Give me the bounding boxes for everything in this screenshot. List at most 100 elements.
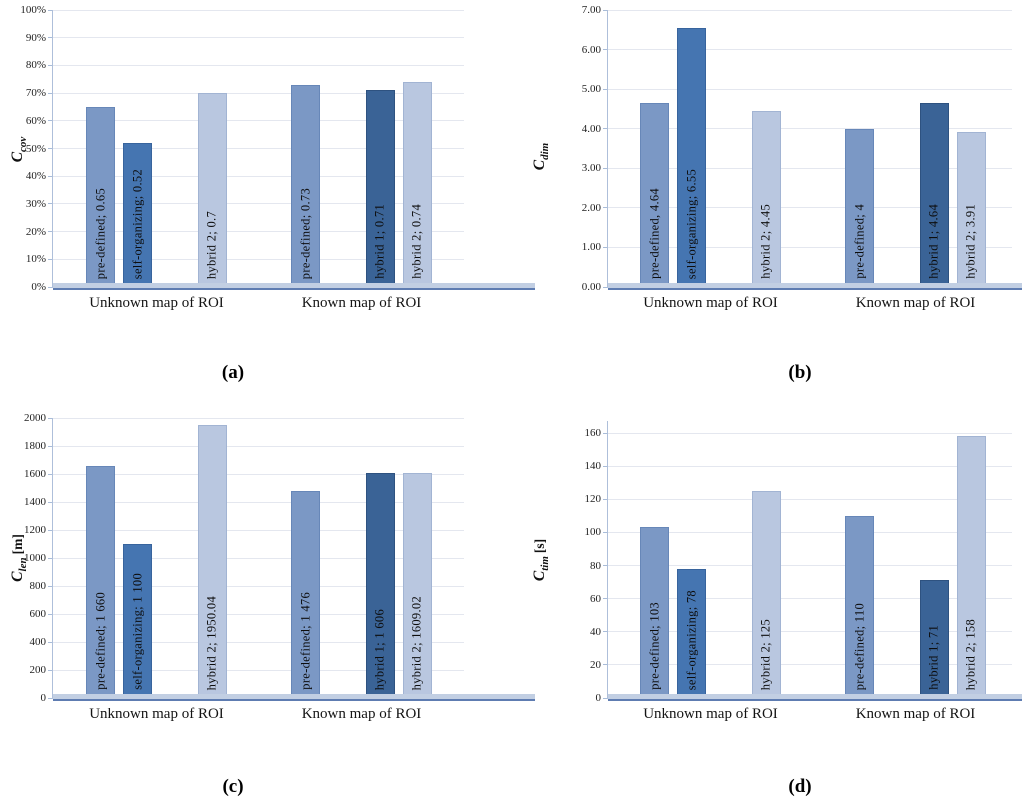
y-tick-mark [48, 258, 53, 260]
bar-value-label: hybrid 2; 3.91 [963, 204, 978, 279]
y-tick-mark [603, 498, 608, 500]
bar-value-label: hybrid 2; 0.7 [204, 210, 219, 279]
bar-value-label: pre-defined; 110 [852, 602, 866, 690]
y-tick-mark [603, 167, 608, 169]
gridline [608, 531, 1012, 533]
y-tick-label: 5.00 [581, 83, 601, 96]
bar-value-label: self-organizing; 1 100 [130, 573, 145, 690]
y-tick-mark [48, 445, 53, 447]
bar-pre-defined: pre-defined; 1 476 [291, 491, 320, 698]
y-tick-label: 2000 [24, 412, 46, 424]
y-tick-mark [603, 88, 608, 90]
y-tick-mark [48, 37, 53, 39]
gridline [608, 207, 1012, 209]
gridline [53, 64, 464, 66]
gridline [608, 246, 1012, 248]
bar-pre-defined: pre-defined; 103 [640, 527, 669, 698]
y-tick-label: 80 [590, 559, 601, 572]
chart-panel-b: Cdim 0.00 1.00 2.00 3.00 4.00 5.00 6.00 7.00 pre… [512, 0, 1024, 400]
y-axis-title-sub: dim [539, 142, 552, 160]
bar-value-label: pre-defined; 4 [852, 204, 866, 279]
x-category-label: Known map of ROI [301, 295, 422, 311]
y-tick-mark [603, 207, 608, 209]
bar-hybrid-2: hybrid 2; 125 [751, 490, 781, 698]
y-tick-label: 40 [590, 625, 601, 638]
y-tick-mark [48, 669, 53, 671]
y-tick-mark [48, 501, 53, 503]
y-tick-label: 100 [584, 526, 602, 539]
y-axis-line [52, 418, 53, 699]
gridline [608, 664, 1012, 666]
chart-panel-a: Ccov 0% 10% 20% 30% 40% 50% 60% 70% 80% 90% 100% pr… [0, 0, 535, 400]
bar-hybrid-2: hybrid 2; 4.45 [751, 110, 781, 287]
gridline [608, 167, 1012, 169]
plot-area: 0 200 400 600 800 1000 1200 1400 1600 1800 2000 pre… [24, 412, 535, 722]
y-tick-mark [603, 465, 608, 467]
y-tick-mark [603, 631, 608, 633]
bar-value-label: hybrid 1; 71 [926, 625, 941, 690]
y-tick-mark [603, 565, 608, 566]
x-axis-line-shadow [608, 287, 1022, 290]
y-tick-mark [48, 9, 53, 11]
y-axis-title-unit: [s] [531, 538, 547, 554]
y-tick-mark [603, 697, 608, 699]
y-tick-mark [48, 120, 53, 122]
bar-pre-defined: pre-defined; 1 660 [86, 465, 115, 698]
bar-value-label: hybrid 2; 1609.02 [409, 595, 424, 690]
gridline [53, 175, 464, 177]
gridline [53, 37, 464, 39]
x-axis-line [53, 694, 535, 699]
y-axis-line [607, 10, 608, 288]
gridline [53, 120, 464, 122]
y-tick-mark [48, 64, 53, 66]
x-category-label: Known map of ROI [301, 706, 422, 722]
y-tick-mark [48, 203, 53, 205]
x-axis-line [53, 283, 535, 288]
bar-value-label: pre-defined, 4.64 [647, 188, 661, 279]
x-axis-line [608, 694, 1022, 699]
bar-hybrid-1: hybrid 1; 71 [919, 580, 949, 698]
bar-self-organizing: self-organizing; 0.52 [123, 142, 153, 287]
y-tick-label: 200 [29, 664, 47, 676]
y-tick-label: 160 [584, 427, 602, 439]
bar-hybrid-2: hybrid 2; 1609.02 [402, 472, 432, 698]
bar-value-label: self-organizing; 6.55 [684, 168, 699, 279]
gridline [53, 557, 464, 559]
y-tick-mark [48, 529, 53, 531]
y-tick-mark [48, 231, 53, 233]
y-tick-label: 140 [584, 460, 602, 473]
y-tick-label: 800 [29, 580, 47, 592]
y-tick-mark [603, 49, 608, 51]
y-tick-label: 6.00 [581, 43, 601, 56]
bar-hybrid-2: hybrid 2; 1950.04 [197, 424, 227, 698]
gridline [53, 501, 464, 503]
y-tick-mark [603, 246, 608, 248]
x-category-label: Known map of ROI [855, 706, 976, 722]
bar-self-organizing: self-organizing; 6.55 [677, 27, 707, 287]
gridline [53, 231, 464, 233]
y-tick-mark [603, 598, 608, 600]
y-tick-mark [48, 557, 53, 559]
bar-value-label: hybrid 2; 4.45 [758, 204, 773, 279]
y-tick-label: 1200 [24, 524, 46, 536]
y-tick-mark [48, 148, 53, 149]
y-tick-label: 0.00 [581, 281, 601, 293]
bar-value-label: hybrid 1; 4.64 [926, 204, 941, 279]
y-tick-label: 90% [25, 31, 46, 44]
y-tick-label: 50% [25, 142, 46, 155]
bar-self-organizing: self-organizing; 1 100 [123, 544, 153, 698]
y-tick-mark [48, 473, 53, 475]
caption: (a) [221, 362, 245, 383]
y-tick-mark [603, 286, 608, 288]
gridline [53, 203, 464, 205]
gridline [608, 465, 1012, 467]
y-tick-label: 1.00 [581, 241, 601, 254]
gridline [608, 128, 1012, 130]
gridline [53, 445, 464, 447]
y-tick-label: 70% [25, 87, 46, 100]
y-tick-mark [48, 641, 53, 643]
y-tick-label: 0% [31, 281, 46, 293]
y-axis-line [52, 10, 53, 288]
plot-area: 0 20 40 60 80 100 120 140 160 pre-defined; 103 pre… [585, 421, 1022, 722]
